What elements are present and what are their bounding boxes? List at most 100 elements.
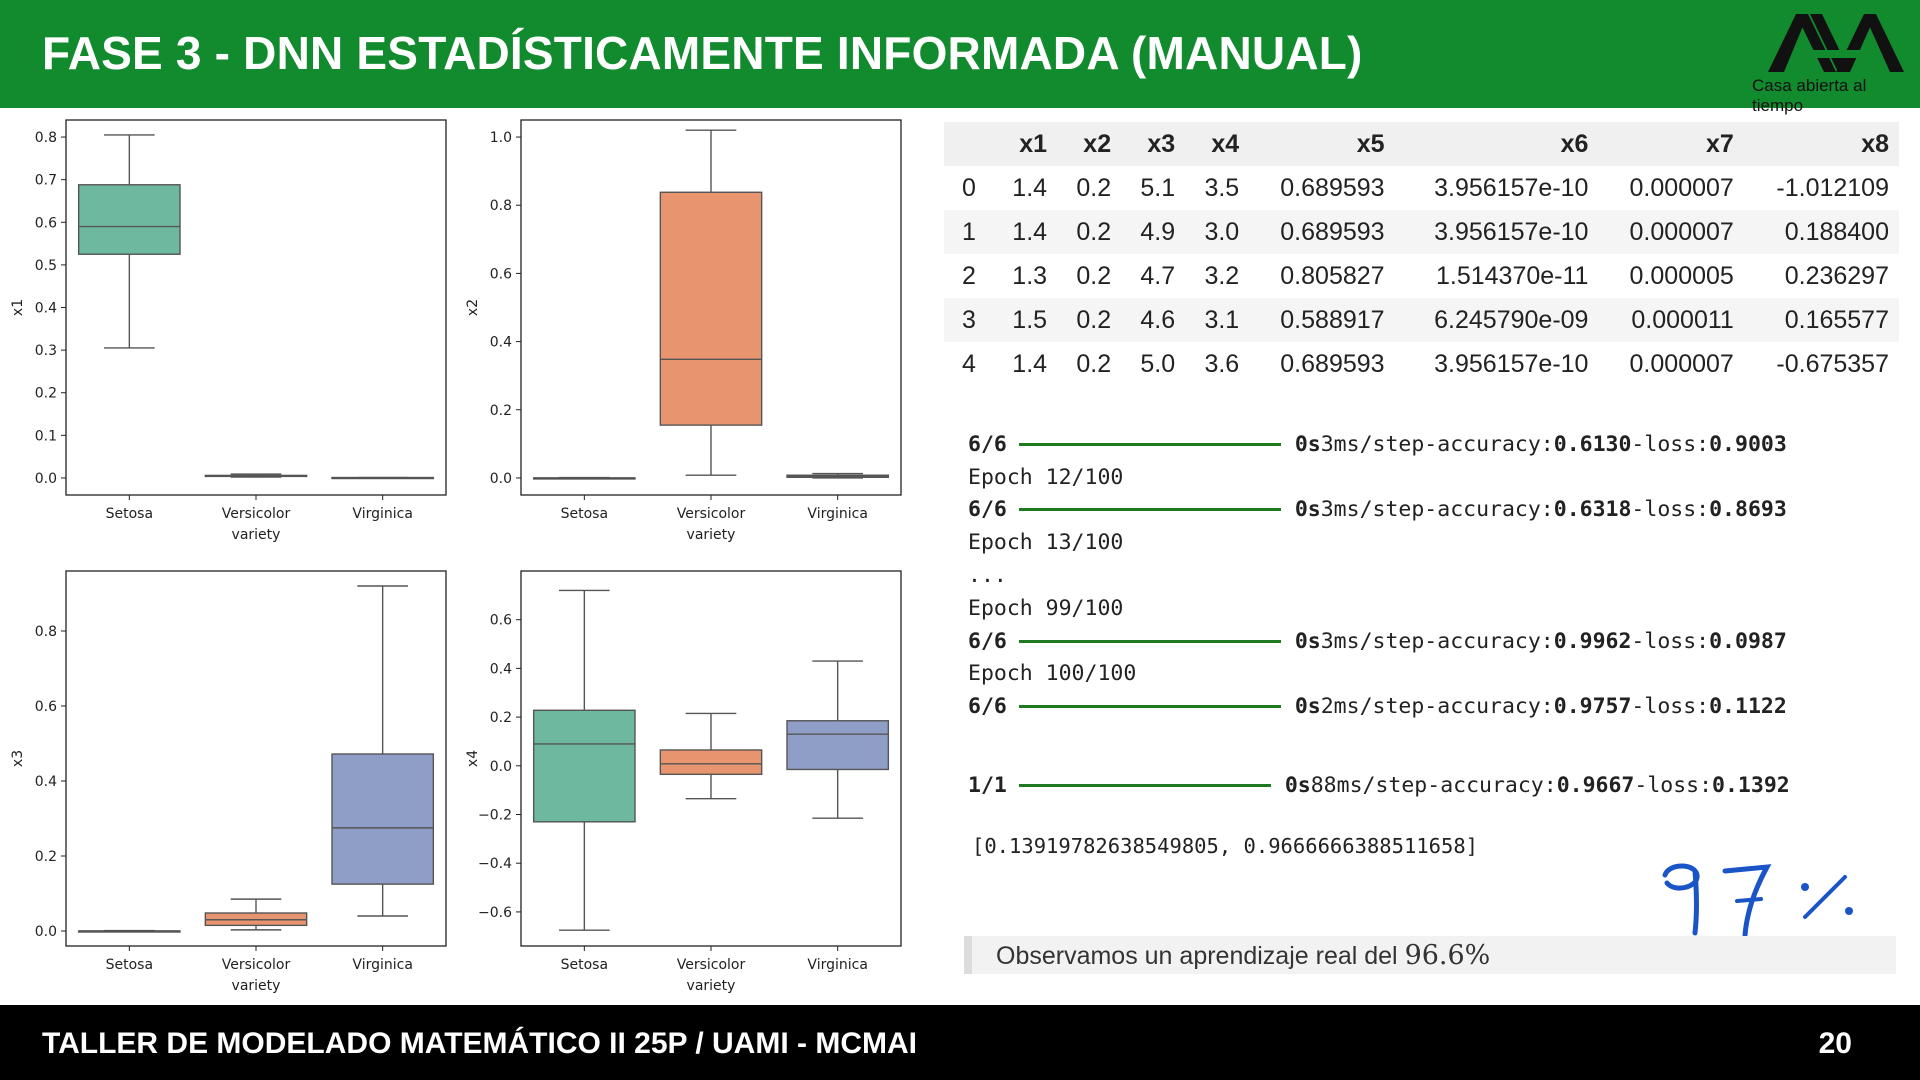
y-tick-label: −0.6 xyxy=(478,905,512,921)
log-loss-label: loss: xyxy=(1647,773,1713,799)
log-accuracy-label: accuracy: xyxy=(1437,431,1554,457)
boxplot-x2: 0.0 0.2 0.4 0.6 0.8 1.0 x2 Setosa Versicolor Virg… xyxy=(465,119,902,543)
y-tick-label: −0.4 xyxy=(478,856,512,872)
log-text-line: Epoch 99/100 xyxy=(968,595,1124,621)
boxplot-x3: 0.0 0.2 0.4 0.6 0.8 x3 Setosa Versicolor Virgini… xyxy=(10,570,447,994)
row-index: 2 xyxy=(962,261,976,290)
y-tick-label: 0.7 xyxy=(35,173,57,189)
log-loss-label: loss: xyxy=(1644,497,1710,523)
conclusion-note: Observamos un aprendizaje real del 96.6% xyxy=(964,936,1896,974)
table-cell: 0.000011 xyxy=(1598,298,1744,342)
log-accuracy-label: accuracy: xyxy=(1437,497,1554,523)
log-accuracy-label: accuracy: xyxy=(1440,773,1557,799)
column-header: x7 xyxy=(1598,122,1744,166)
log-separator: - xyxy=(1631,628,1645,654)
table-cell: 3.0 xyxy=(1185,210,1250,254)
y-tick-label: 0.4 xyxy=(35,774,57,790)
table-cell: 6.245790e-09 xyxy=(1394,298,1599,342)
log-accuracy: 0.6130 xyxy=(1553,431,1632,457)
table-cell: 3.6 xyxy=(1204,349,1240,378)
conclusion-text: Observamos un aprendizaje real del xyxy=(996,942,1405,970)
slide-footer: TALLER DE MODELADO MATEMÁTICO II 25P / U… xyxy=(0,1005,1920,1080)
y-tick-label: 0.0 xyxy=(490,759,512,775)
y-tick-label: 0.4 xyxy=(490,335,512,351)
log-loss: 0.8693 xyxy=(1709,497,1787,523)
table-cell: 0.689593 xyxy=(1280,173,1385,202)
table-row: 0 1.4 0.2 5.1 3.5 0.689593 3.956157e-10 0.00000… xyxy=(944,166,1899,210)
conclusion-percent: 96.6% xyxy=(1404,940,1491,971)
log-loss: 0.1392 xyxy=(1712,773,1790,799)
slide-title: FASE 3 - DNN ESTADÍSTICAMENTE INFORMADA … xyxy=(42,27,1363,79)
table-cell: 0.2 xyxy=(1076,261,1112,290)
x-tick-label: Versicolor xyxy=(677,957,746,973)
x-tick-label: Versicolor xyxy=(222,506,291,522)
log-rate: 3ms/step xyxy=(1320,497,1425,523)
log-separator: - xyxy=(1424,431,1438,457)
box xyxy=(786,720,890,771)
row-index: 4 xyxy=(962,349,976,378)
log-steps: 6/6 xyxy=(968,431,1007,457)
evaluation-result: [0.13919782638549805, 0.9666666388511658… xyxy=(972,834,1479,858)
table-cell: 0.2 xyxy=(1057,210,1122,254)
y-tick-label: 0.4 xyxy=(35,301,57,317)
boxplot-x4: −0.6 −0.4 −0.2 0.0 0.2 0.4 0.6 x4 Setosa Versicol… xyxy=(465,570,902,994)
log-separator: - xyxy=(1631,497,1645,523)
table-cell: 3.956157e-10 xyxy=(1434,349,1589,378)
table-cell: 1.3 xyxy=(1012,261,1048,290)
x-tick-label: Virginica xyxy=(352,506,412,522)
log-text-line: Epoch 100/100 xyxy=(968,661,1137,687)
log-accuracy-label: accuracy: xyxy=(1437,694,1554,720)
y-axis-label: x4 xyxy=(465,750,481,767)
x-axis-label: variety xyxy=(232,978,281,994)
progress-bar xyxy=(1018,442,1281,446)
progress-bar xyxy=(1018,508,1281,512)
table-cell: 5.1 xyxy=(1140,173,1176,202)
x-tick-label: Versicolor xyxy=(222,957,291,973)
log-loss-label: loss: xyxy=(1644,431,1710,457)
table-header-row: x1 x2 x3 x4 x5 x6 x7 x8 xyxy=(944,122,1899,166)
table-cell: 1.5 xyxy=(993,298,1058,342)
table-cell: 0.689593 xyxy=(1280,349,1385,378)
column-header: x5 xyxy=(1249,122,1395,166)
page-number: 20 xyxy=(1818,1027,1852,1060)
log-separator: - xyxy=(1631,694,1645,720)
logo-caption: Casa abierta al tiempo xyxy=(1752,76,1867,115)
table-cell: 3.956157e-10 xyxy=(1434,173,1589,202)
training-log: 6/6 0s 3ms/step - accuracy: 0.6130 - loss… xyxy=(968,428,1790,802)
x-tick-label: Virginica xyxy=(807,506,867,522)
y-tick-label: 0.5 xyxy=(35,258,57,274)
table-cell: -0.675357 xyxy=(1776,349,1889,378)
log-accuracy: 0.6318 xyxy=(1553,497,1632,523)
log-separator: - xyxy=(1424,694,1438,720)
y-tick-label: 0.2 xyxy=(490,403,512,419)
table-row: 1 1.4 0.2 4.9 3.0 0.689593 3.956157e-10 0.00000… xyxy=(944,210,1899,254)
x-axis-label: variety xyxy=(687,978,736,994)
log-steps: 6/6 xyxy=(968,628,1007,654)
table-cell: -1.012109 xyxy=(1776,173,1889,202)
column-header: x1 xyxy=(993,122,1058,166)
table-cell: 0.805827 xyxy=(1280,261,1385,290)
x-tick-label: Virginica xyxy=(352,957,412,973)
log-time: 0s xyxy=(1294,628,1321,654)
features-table: x1 x2 x3 x4 x5 x6 x7 x8 0 1.4 0.2 5.1 3.5 0.689593 3.… xyxy=(944,122,1899,386)
log-separator: - xyxy=(1424,497,1438,523)
table-cell: 3.5 xyxy=(1204,173,1240,202)
table-cell: 4.9 xyxy=(1121,210,1186,254)
table-cell: 3.2 xyxy=(1204,261,1240,290)
log-text-line: Epoch 12/100 xyxy=(968,464,1124,490)
slide-header: FASE 3 - DNN ESTADÍSTICAMENTE INFORMADA … xyxy=(0,0,1920,115)
x-tick-label: Setosa xyxy=(561,506,608,522)
table-cell: 1.4 xyxy=(993,210,1058,254)
log-time: 0s xyxy=(1284,773,1311,799)
evaluation-line: 1/1 0s 88ms/step - accuracy: 0.9667 - los… xyxy=(968,769,1790,802)
log-rate: 2ms/step xyxy=(1320,694,1425,720)
log-accuracy: 0.9757 xyxy=(1553,694,1632,720)
log-loss-label: loss: xyxy=(1644,628,1710,654)
log-steps: 6/6 xyxy=(968,497,1007,523)
x-axis-label: variety xyxy=(687,527,736,543)
y-tick-label: 0.0 xyxy=(35,924,57,940)
log-loss: 0.9003 xyxy=(1709,431,1787,457)
table-cell: 3.956157e-10 xyxy=(1394,210,1599,254)
table-cell: 3.1 xyxy=(1185,298,1250,342)
table-cell: 0.000007 xyxy=(1629,349,1734,378)
